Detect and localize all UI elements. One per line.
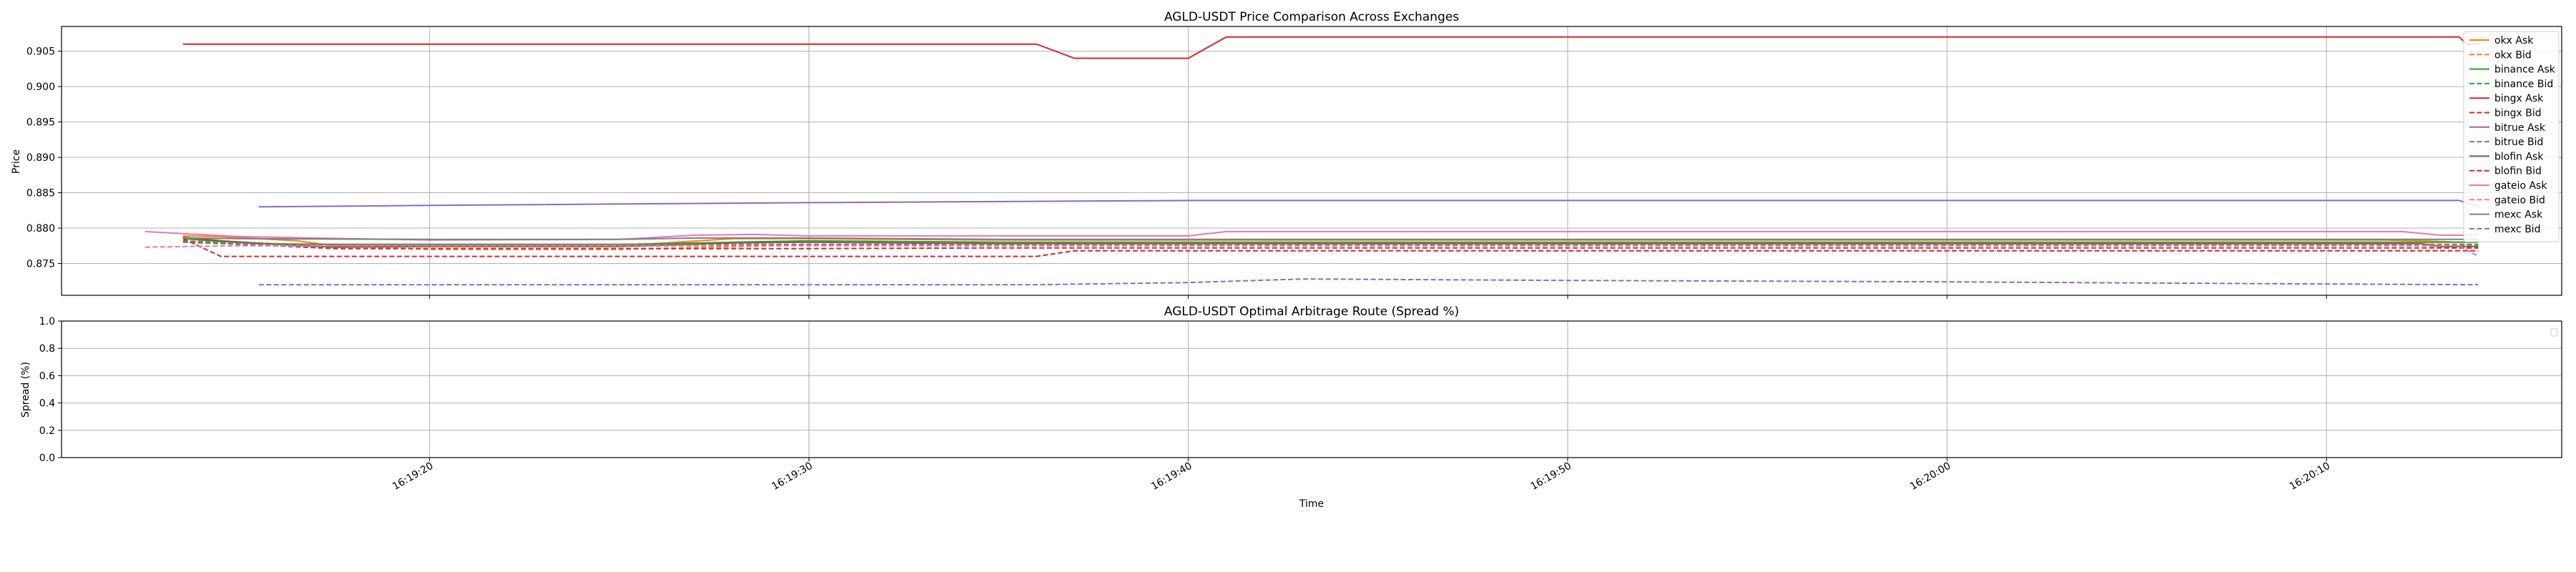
spread-chart-ylabel: Spread (%) xyxy=(20,362,31,418)
price-chart-ytick-label: 0.890 xyxy=(26,152,55,164)
price-chart-grid xyxy=(62,26,2562,295)
spread-chart-ytick-label: 1.0 xyxy=(39,316,55,327)
series-line-bitrue-ask xyxy=(258,199,2479,208)
price-chart-ytick-label: 0.895 xyxy=(26,117,55,129)
series-line-gateio-bid xyxy=(145,245,2479,257)
spread-chart-ytick-label: 0.6 xyxy=(39,370,55,382)
legend-label-bitrue-ask: bitrue Ask xyxy=(2494,122,2546,134)
legend-label-bingx-bid: bingx Bid xyxy=(2494,108,2542,119)
spread-chart-xtick-label: 16:19:40 xyxy=(1149,460,1194,493)
spread-chart-ticks: 16:19:20 16:19:30 16:19:40 16:19:50 16:20:00… xyxy=(39,316,2333,493)
spread-chart-grid xyxy=(62,320,2562,458)
spread-chart-title: AGLD-USDT Optimal Arbitrage Route (Sprea… xyxy=(1164,305,1459,319)
price-chart-ytick-label: 0.875 xyxy=(26,258,55,270)
price-chart-legend: okx Ask okx Bid binance Ask binance Bid bing… xyxy=(2463,31,2560,242)
price-chart-ticks: 0.875 0.880 0.885 0.890 0.895 0.900 0.905 xyxy=(26,46,2327,299)
spread-chart-empty-legend xyxy=(2550,328,2558,337)
series-line-mexc-ask xyxy=(182,237,2479,240)
legend-label-blofin-ask: blofin Ask xyxy=(2494,151,2544,162)
legend-label-mexc-bid: mexc Bid xyxy=(2494,224,2541,235)
series-line-mexc-bid xyxy=(182,240,2479,245)
spread-chart-xlabel: Time xyxy=(1299,498,1324,510)
legend-label-mexc-ask: mexc Ask xyxy=(2494,209,2543,221)
spread-chart-xtick-label: 16:19:30 xyxy=(770,460,814,493)
spread-chart-ytick-label: 0.0 xyxy=(39,453,55,464)
spread-chart-ytick-label: 0.8 xyxy=(39,343,55,355)
series-line-bingx-bid xyxy=(182,237,2479,257)
price-chart-ylabel: Price xyxy=(11,149,22,174)
price-chart-frame xyxy=(61,26,2562,296)
spread-chart-xtick-label: 16:20:00 xyxy=(1908,460,1953,493)
spread-chart-ytick-label: 0.2 xyxy=(39,425,55,437)
series-line-blofin-bid xyxy=(182,240,2479,250)
price-chart-title: AGLD-USDT Price Comparison Across Exchan… xyxy=(1164,10,1459,24)
legend-label-okx-bid: okx Bid xyxy=(2494,49,2532,61)
legend-label-blofin-bid: blofin Bid xyxy=(2494,166,2542,177)
spread-chart-ytick-label: 0.4 xyxy=(39,398,55,410)
legend-label-okx-ask: okx Ask xyxy=(2494,35,2534,46)
legend-label-gateio-ask: gateio Ask xyxy=(2494,180,2547,192)
series-line-bitrue-bid xyxy=(258,278,2479,286)
price-chart-series xyxy=(145,36,2479,286)
legend-label-gateio-bid: gateio Bid xyxy=(2494,194,2545,206)
spread-chart-frame xyxy=(61,320,2562,458)
price-chart-ytick-label: 0.885 xyxy=(26,188,55,199)
spread-chart-xtick-label: 16:19:20 xyxy=(391,460,435,493)
spread-chart-xtick-label: 16:20:10 xyxy=(2288,460,2332,493)
legend-label-binance-ask: binance Ask xyxy=(2494,64,2556,76)
legend-label-bitrue-bid: bitrue Bid xyxy=(2494,137,2543,148)
spread-chart-xtick-label: 16:19:50 xyxy=(1528,460,1573,493)
legend-label-bingx-ask: bingx Ask xyxy=(2494,93,2544,104)
price-chart-ytick-label: 0.905 xyxy=(26,46,55,58)
legend-label-binance-bid: binance Bid xyxy=(2494,79,2553,90)
series-line-bingx-ask xyxy=(182,36,2479,59)
price-chart-ytick-label: 0.880 xyxy=(26,223,55,235)
price-chart-ytick-label: 0.900 xyxy=(26,82,55,93)
